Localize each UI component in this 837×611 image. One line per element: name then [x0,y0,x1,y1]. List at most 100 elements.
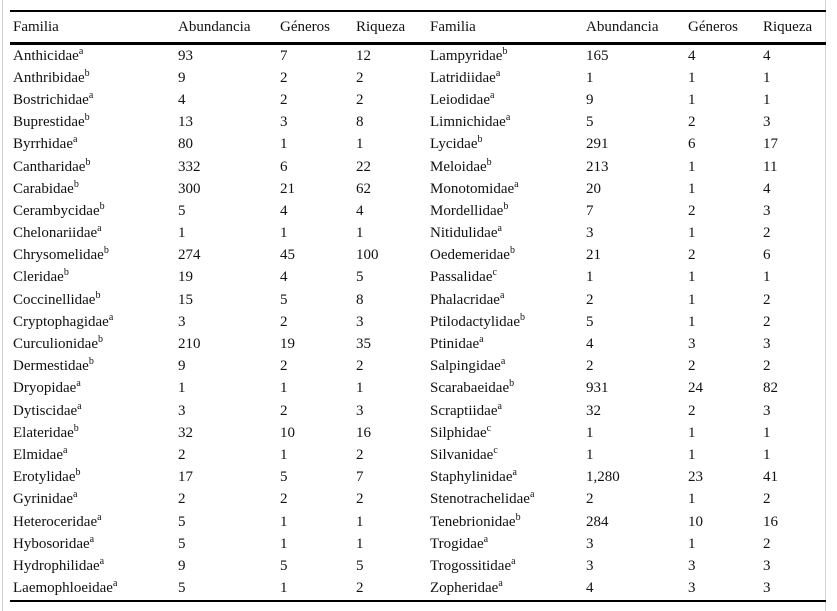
table-row: Hybosoridaea 5 1 1 Trogidaea 3 1 2 [10,533,826,555]
page-edge-line-right [825,0,826,611]
generos-cell: 1 [280,535,288,552]
familia-cell: Silvanidaec [430,444,498,463]
riqueza-cell: 1 [763,446,771,463]
table-row: Heteroceridaea 5 1 1 Tenebrionidaeb 284 10 16 [10,511,826,533]
footnote-marker: a [99,555,105,567]
riqueza-cell: 2 [356,358,364,375]
table-row: Laemophloeidaea 5 1 2 Zopheridaea 4 3 3 [10,578,826,601]
table-row: Chrysomelidaeb 274 45 100 Oedemeridaeb 21 2 6 [10,245,826,267]
header-generos-right: Géneros [685,11,760,45]
familia-cell: Trogidaea [430,533,489,552]
generos-cell: 4 [280,269,288,286]
familia-cell: Bostrichidaea [13,89,94,108]
generos-cell: 6 [280,158,288,175]
familia-cell: Dytiscidaea [13,400,82,419]
footnote-marker: b [477,134,483,146]
footnote-marker: b [73,178,79,190]
abundancia-cell: 1 [586,269,594,286]
abundancia-cell: 332 [178,158,201,175]
abundancia-cell: 9 [178,557,186,574]
familia-cell: Hydrophilidaea [13,555,105,574]
riqueza-cell: 2 [763,313,771,330]
riqueza-cell: 62 [356,180,371,197]
abundancia-cell: 5 [178,535,186,552]
footnote-marker: b [84,112,90,124]
table-row: Coccinellidaeb 15 5 8 Phalacridaea 2 1 2 [10,289,826,311]
footnote-marker: b [99,200,105,212]
riqueza-cell: 2 [356,580,364,597]
footnote-marker: a [498,578,503,590]
familia-cell: Erotylidaeb [13,467,81,486]
abundancia-cell: 2 [586,291,594,308]
footnote-marker: a [489,89,495,101]
familia-cell: Chrysomelidaeb [13,245,109,264]
generos-cell: 1 [688,291,696,308]
riqueza-cell: 2 [356,69,364,86]
familia-cell: Mordellidaeb [430,200,509,219]
abundancia-cell: 9 [178,69,186,86]
familia-cell: Cantharidaeb [13,156,91,175]
familia-cell: Byrrhidaea [13,134,78,153]
generos-cell: 1 [280,580,288,597]
table-row: Gyrinidaea 2 2 2 Stenotrachelidaea 2 1 2 [10,489,826,511]
familia-cell: Nitidulidaea [430,223,502,242]
generos-cell: 5 [280,291,288,308]
abundancia-cell: 3 [178,402,186,419]
footnote-marker: a [495,67,501,79]
familia-cell: Anthicidaea [13,45,84,64]
abundancia-cell: 9 [586,91,594,108]
riqueza-cell: 5 [356,557,364,574]
abundancia-cell: 15 [178,291,193,308]
footnote-marker: b [75,467,81,479]
abundancia-cell: 13 [178,114,193,131]
header-generos-left: Géneros [277,11,353,45]
riqueza-cell: 6 [763,247,771,264]
riqueza-cell: 4 [763,180,771,197]
familia-cell: Buprestidaeb [13,112,90,131]
riqueza-cell: 12 [356,47,371,64]
abundancia-cell: 80 [178,136,193,153]
table-row: Cantharidaeb 332 6 22 Meloidaeb 213 1 11 [10,156,826,178]
generos-cell: 1 [688,491,696,508]
generos-cell: 2 [280,358,288,375]
familia-cell: Dermestidaeb [13,356,94,375]
header-familia-left: Familia [10,11,175,45]
table-row: Cerambycidaeb 5 4 4 Mordellidaeb 7 2 3 [10,200,826,222]
familia-cell: Leiodidaea [430,89,495,108]
riqueza-cell: 2 [763,358,771,375]
abundancia-cell: 5 [586,313,594,330]
familia-cell: Heteroceridaea [13,511,102,530]
generos-cell: 1 [688,269,696,286]
footnote-marker: b [103,245,109,257]
riqueza-cell: 1 [356,513,364,530]
abundancia-cell: 7 [586,202,594,219]
table-row: Curculionidaeb 210 19 35 Ptinidaea 4 3 3 [10,333,826,355]
familia-cell: Coccinellidaeb [13,289,101,308]
generos-cell: 19 [280,336,295,353]
generos-cell: 45 [280,247,295,264]
familia-cell: Passalidaec [430,267,497,286]
generos-cell: 24 [688,380,703,397]
beetle-family-table: Familia Abundancia Géneros Riqueza Famil… [10,10,826,602]
footnote-marker: a [78,45,84,57]
familia-cell: Zopheridaea [430,578,503,597]
riqueza-cell: 1 [763,91,771,108]
generos-cell: 23 [688,469,703,486]
familia-cell: Trogossitidaea [430,555,516,574]
familia-cell: Gyrinidaea [13,489,78,508]
generos-cell: 2 [688,402,696,419]
abundancia-cell: 20 [586,180,601,197]
footnote-marker: b [88,356,94,368]
familia-cell: Salpingidaea [430,356,506,375]
footnote-marker: a [72,489,78,501]
footnote-marker: a [500,356,506,368]
footnote-marker: a [512,467,517,479]
generos-cell: 2 [280,69,288,86]
riqueza-cell: 2 [763,291,771,308]
generos-cell: 6 [688,136,696,153]
generos-cell: 2 [688,202,696,219]
familia-cell: Phalacridaea [430,289,505,308]
riqueza-cell: 2 [763,535,771,552]
generos-cell: 10 [688,513,703,530]
riqueza-cell: 3 [763,336,771,353]
